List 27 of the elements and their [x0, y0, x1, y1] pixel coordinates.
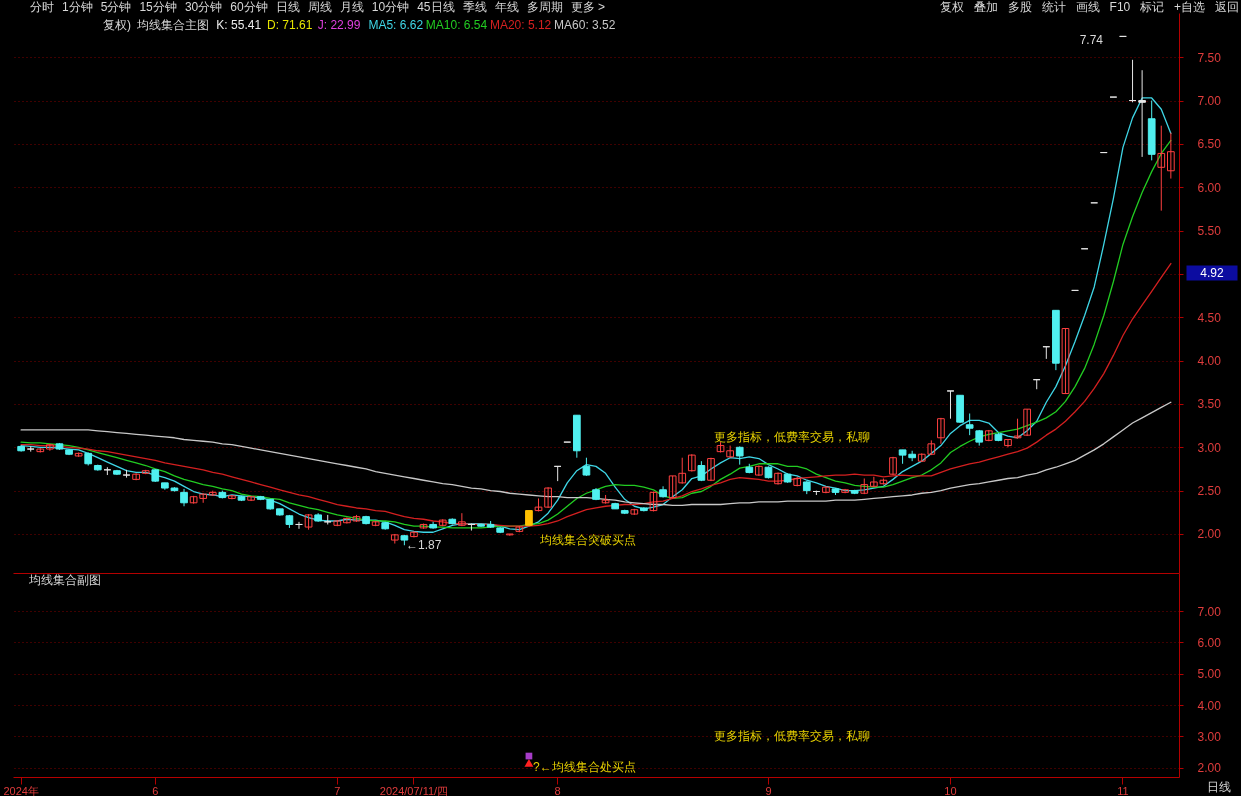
chart-title: 均线集合副图 [28, 573, 101, 587]
text: 画线 [1076, 0, 1101, 14]
candlestick [46, 443, 54, 452]
text: 日线 [275, 0, 300, 14]
text: 多股 [1008, 0, 1033, 14]
text: 年线 [494, 0, 519, 14]
text: 30分钟 [184, 0, 223, 14]
text: 5分钟 [100, 0, 132, 14]
text: F10 [1109, 0, 1131, 14]
text: 月线 [339, 0, 364, 14]
text: 统计 [1042, 0, 1067, 14]
text: 复权 [940, 0, 965, 14]
text: 叠加 [974, 0, 999, 14]
text: 1分钟 [62, 0, 93, 14]
text: 多周期 [526, 0, 563, 14]
x-tick-label: 2024年 [3, 784, 39, 797]
text: 标记 [1139, 0, 1165, 14]
text: 60分钟 [230, 0, 268, 14]
text: 10分钟 [371, 0, 410, 14]
text: 分时 [30, 0, 54, 14]
text: 返回 [1215, 0, 1239, 14]
text: 45日线 [417, 0, 455, 14]
text: 15分钟 [139, 0, 177, 14]
text: 周线 [307, 0, 332, 14]
text: +自选 [1173, 0, 1205, 14]
text: 更多 > [570, 0, 605, 14]
text: 季线 [462, 0, 487, 14]
